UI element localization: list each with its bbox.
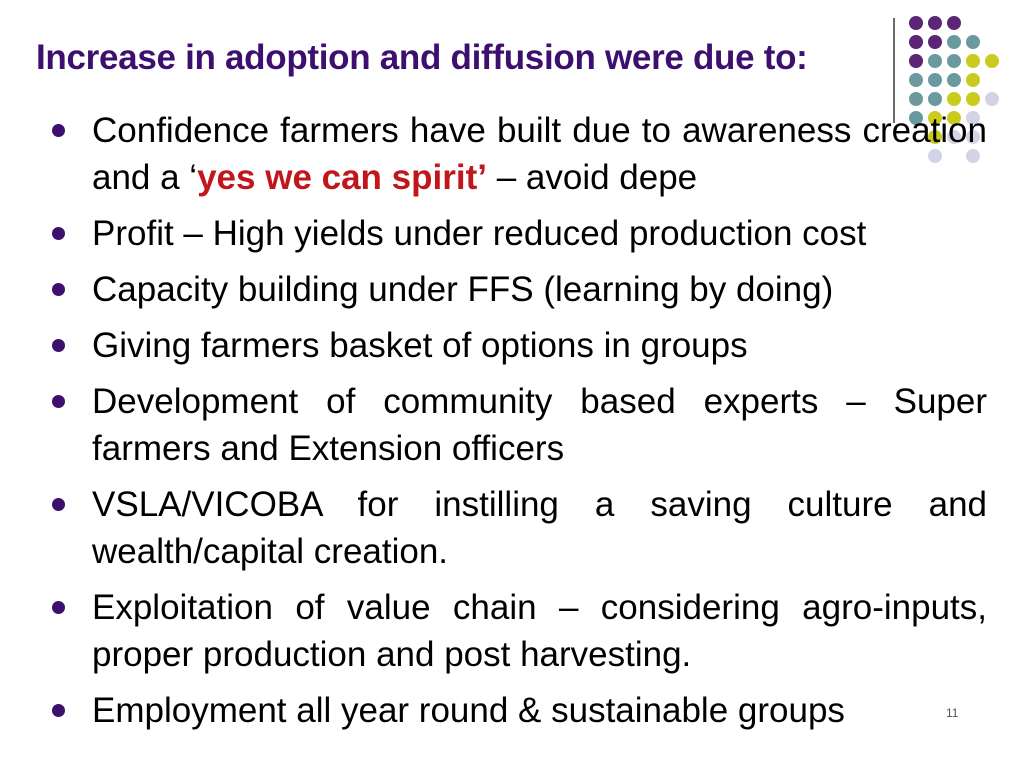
deco-dot — [928, 92, 942, 106]
bullet-dot-icon — [52, 395, 65, 408]
bullet-text: Development of community based experts –… — [92, 382, 987, 468]
bullet-dot-icon — [52, 227, 65, 240]
bullet-text: VSLA/VICOBA for instilling a saving cult… — [92, 485, 987, 571]
deco-dot — [909, 35, 923, 49]
deco-dot — [966, 73, 980, 87]
bullet-text: Exploitation of value chain – considerin… — [92, 588, 987, 674]
deco-dot — [909, 92, 923, 106]
deco-dot — [909, 16, 923, 30]
deco-dot — [947, 92, 961, 106]
bullet-text: Profit – High yields under reduced produ… — [92, 214, 867, 253]
deco-dot — [947, 35, 961, 49]
deco-dot — [928, 16, 942, 30]
deco-dot — [909, 54, 923, 68]
bullet-item: Exploitation of value chain – considerin… — [52, 584, 987, 678]
bullet-text: – avoid depe — [486, 158, 698, 197]
bullet-dot-icon — [52, 339, 65, 352]
deco-dot — [928, 35, 942, 49]
bullet-highlight-text: yes we can spirit’ — [197, 158, 487, 197]
bullet-text: Capacity building under FFS (learning by… — [92, 270, 834, 309]
deco-dot — [947, 73, 961, 87]
bullet-dot-icon — [52, 601, 65, 614]
deco-dot — [985, 54, 999, 68]
bullet-item: Capacity building under FFS (learning by… — [52, 266, 987, 313]
deco-dot — [928, 73, 942, 87]
bullet-dot-icon — [52, 124, 65, 137]
bullet-item: Giving farmers basket of options in grou… — [52, 322, 987, 369]
deco-dot — [966, 92, 980, 106]
bullet-item: Development of community based experts –… — [52, 378, 987, 472]
deco-dot — [966, 54, 980, 68]
slide-number: 11 — [946, 706, 959, 720]
decorative-divider-line — [893, 18, 895, 123]
deco-dot — [985, 92, 999, 106]
bullet-text: Giving farmers basket of options in grou… — [92, 326, 748, 365]
deco-dot — [947, 54, 961, 68]
bullet-item: Confidence farmers have built due to awa… — [52, 107, 987, 201]
bullet-list: Confidence farmers have built due to awa… — [52, 107, 987, 743]
slide-title: Increase in adoption and diffusion were … — [36, 38, 808, 77]
bullet-text: Employment all year round & sustainable … — [92, 691, 845, 730]
deco-dot — [909, 73, 923, 87]
bullet-dot-icon — [52, 704, 65, 717]
deco-dot — [966, 35, 980, 49]
bullet-item: Employment all year round & sustainable … — [52, 687, 987, 734]
deco-dot — [928, 54, 942, 68]
bullet-item: VSLA/VICOBA for instilling a saving cult… — [52, 481, 987, 575]
deco-dot — [947, 16, 961, 30]
bullet-text: Confidence farmers have built due to awa… — [92, 111, 987, 197]
bullet-dot-icon — [52, 283, 65, 296]
bullet-item: Profit – High yields under reduced produ… — [52, 210, 987, 257]
bullet-dot-icon — [52, 498, 65, 511]
